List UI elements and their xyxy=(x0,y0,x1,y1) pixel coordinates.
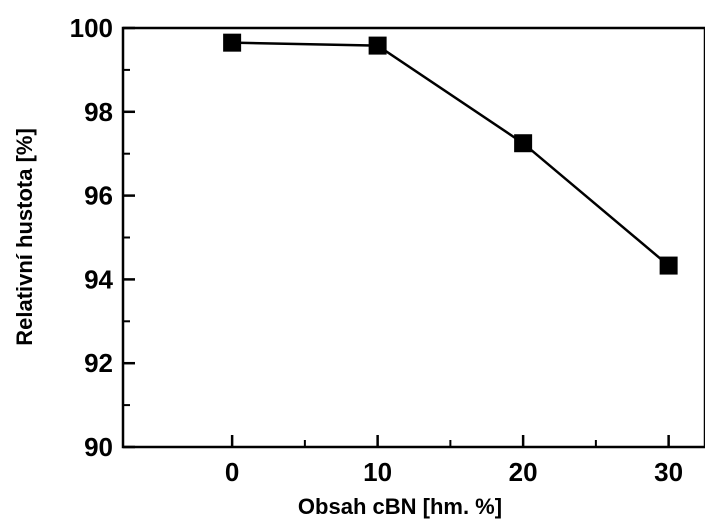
y-tick-label: 100 xyxy=(70,13,113,43)
y-tick-label: 98 xyxy=(84,97,113,127)
x-tick-label: 30 xyxy=(654,457,683,487)
y-tick-label: 90 xyxy=(84,432,113,462)
data-point-marker xyxy=(368,36,387,55)
x-tick-label: 10 xyxy=(363,457,392,487)
x-tick-labels: 0 10 20 30 xyxy=(225,457,683,487)
x-tick-label: 0 xyxy=(225,457,239,487)
data-point-marker xyxy=(659,256,678,275)
series-markers xyxy=(223,33,678,275)
y-tick-label: 94 xyxy=(84,264,113,294)
series-line xyxy=(232,41,670,267)
y-tick-labels: 90 92 94 96 98 100 xyxy=(70,13,114,462)
axis-ticks xyxy=(123,26,670,449)
plot-frame xyxy=(121,26,705,449)
x-tick-label: 20 xyxy=(509,457,538,487)
data-point-marker xyxy=(223,33,242,52)
x-axis-title: Obsah cBN [hm. %] xyxy=(298,494,502,519)
y-axis-title: Relativní hustota [%] xyxy=(12,128,37,346)
y-tick-label: 96 xyxy=(84,181,113,211)
data-point-marker xyxy=(514,134,533,153)
y-tick-label: 92 xyxy=(84,348,113,378)
